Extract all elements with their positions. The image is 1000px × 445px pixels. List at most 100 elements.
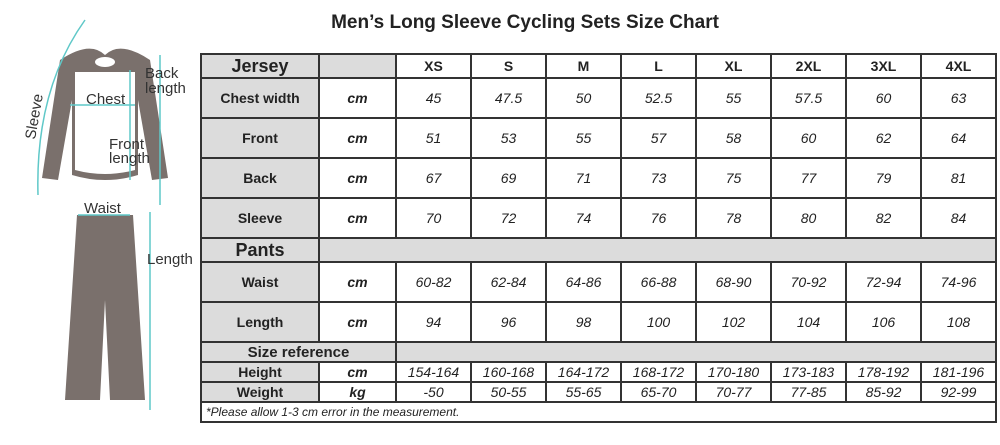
value-cell: 45 (395, 77, 472, 119)
garment-measurement-figure: Sleeve Chest Back length Front length Wa… (22, 19, 193, 410)
row-label: Height (200, 361, 320, 383)
value-cell: 55 (695, 77, 772, 119)
reference-section-row: Size reference (200, 341, 997, 363)
row-label: Weight (200, 381, 320, 403)
front-label-2: length (109, 150, 150, 167)
value-cell: 100 (620, 301, 697, 343)
value-cell: 92-99 (920, 381, 997, 403)
chest-label: Chest (86, 91, 126, 108)
back-label-2: length (145, 80, 186, 97)
value-cell: 72-94 (845, 261, 922, 303)
value-cell: 96 (470, 301, 547, 343)
value-cell: -50 (395, 381, 472, 403)
value-cell: 75 (695, 157, 772, 199)
measurement-lines (37, 19, 161, 410)
value-cell: 77-85 (770, 381, 847, 403)
size-header-M: M (545, 53, 622, 79)
value-cell: 164-172 (545, 361, 622, 383)
value-cell: 76 (620, 197, 697, 239)
pants-section-row: Pants (200, 237, 997, 263)
table-row: Height cm 154-164 160-168 164-172 168-172 170-… (200, 361, 997, 383)
value-cell: 50-55 (470, 381, 547, 403)
value-cell: 63 (920, 77, 997, 119)
value-cell: 106 (845, 301, 922, 343)
value-cell: 108 (920, 301, 997, 343)
row-label: Length (200, 301, 320, 343)
value-cell: 55 (545, 117, 622, 159)
pants-section-label: Pants (200, 237, 320, 263)
table-row: Weight kg -50 50-55 55-65 65-70 70-77 77-85 85-9… (200, 381, 997, 403)
value-cell: 78 (695, 197, 772, 239)
value-cell: 66-88 (620, 261, 697, 303)
unit-cell: cm (318, 361, 397, 383)
value-cell: 102 (695, 301, 772, 343)
value-cell: 67 (395, 157, 472, 199)
header-row: Jersey XS S M L XL 2XL 3XL 4XL (200, 53, 997, 79)
value-cell: 85-92 (845, 381, 922, 403)
size-header-XL: XL (695, 53, 772, 79)
value-cell: 154-164 (395, 361, 472, 383)
value-cell: 50 (545, 77, 622, 119)
value-cell: 62 (845, 117, 922, 159)
reference-section-label: Size reference (200, 341, 397, 363)
table-row: Length cm 94 96 98 100 102 104 106 108 (200, 301, 997, 343)
value-cell: 79 (845, 157, 922, 199)
value-cell: 62-84 (470, 261, 547, 303)
section-fill (395, 341, 997, 363)
value-cell: 57 (620, 117, 697, 159)
value-cell: 69 (470, 157, 547, 199)
value-cell: 173-183 (770, 361, 847, 383)
size-chart-table: Jersey XS S M L XL 2XL 3XL 4XL Chest width cm 45 47.… (200, 53, 997, 423)
measurement-note: *Please allow 1-3 cm error in the measur… (200, 401, 997, 423)
value-cell: 168-172 (620, 361, 697, 383)
value-cell: 70-77 (695, 381, 772, 403)
table-row: Sleeve cm 70 72 74 76 78 80 82 84 (200, 197, 997, 239)
unit-cell: cm (318, 301, 397, 343)
jersey-section-label: Jersey (200, 53, 320, 79)
value-cell: 60-82 (395, 261, 472, 303)
unit-header-cell (318, 53, 397, 79)
value-cell: 57.5 (770, 77, 847, 119)
row-label: Front (200, 117, 320, 159)
unit-cell: cm (318, 197, 397, 239)
unit-cell: cm (318, 77, 397, 119)
value-cell: 81 (920, 157, 997, 199)
row-label: Waist (200, 261, 320, 303)
value-cell: 181-196 (920, 361, 997, 383)
jersey-illustration (42, 48, 168, 180)
value-cell: 84 (920, 197, 997, 239)
row-label: Back (200, 157, 320, 199)
value-cell: 51 (395, 117, 472, 159)
table-row: Back cm 67 69 71 73 75 77 79 81 (200, 157, 997, 199)
value-cell: 68-90 (695, 261, 772, 303)
value-cell: 52.5 (620, 77, 697, 119)
table-row: Waist cm 60-82 62-84 64-86 66-88 68-90 70-92 72-… (200, 261, 997, 303)
size-header-4XL: 4XL (920, 53, 997, 79)
waist-label: Waist (84, 200, 122, 217)
value-cell: 64 (920, 117, 997, 159)
unit-cell: kg (318, 381, 397, 403)
value-cell: 60 (770, 117, 847, 159)
value-cell: 53 (470, 117, 547, 159)
value-cell: 104 (770, 301, 847, 343)
unit-cell: cm (318, 117, 397, 159)
back-label: Back (145, 65, 179, 82)
front-label: Front (109, 136, 145, 153)
value-cell: 77 (770, 157, 847, 199)
value-cell: 74 (545, 197, 622, 239)
unit-cell: cm (318, 157, 397, 199)
value-cell: 65-70 (620, 381, 697, 403)
row-label: Sleeve (200, 197, 320, 239)
length-label: Length (147, 251, 193, 268)
value-cell: 72 (470, 197, 547, 239)
value-cell: 178-192 (845, 361, 922, 383)
value-cell: 58 (695, 117, 772, 159)
table-row: Chest width cm 45 47.5 50 52.5 55 57.5 60 63 (200, 77, 997, 119)
value-cell: 70-92 (770, 261, 847, 303)
value-cell: 71 (545, 157, 622, 199)
unit-cell: cm (318, 261, 397, 303)
value-cell: 73 (620, 157, 697, 199)
row-label: Chest width (200, 77, 320, 119)
value-cell: 170-180 (695, 361, 772, 383)
value-cell: 94 (395, 301, 472, 343)
